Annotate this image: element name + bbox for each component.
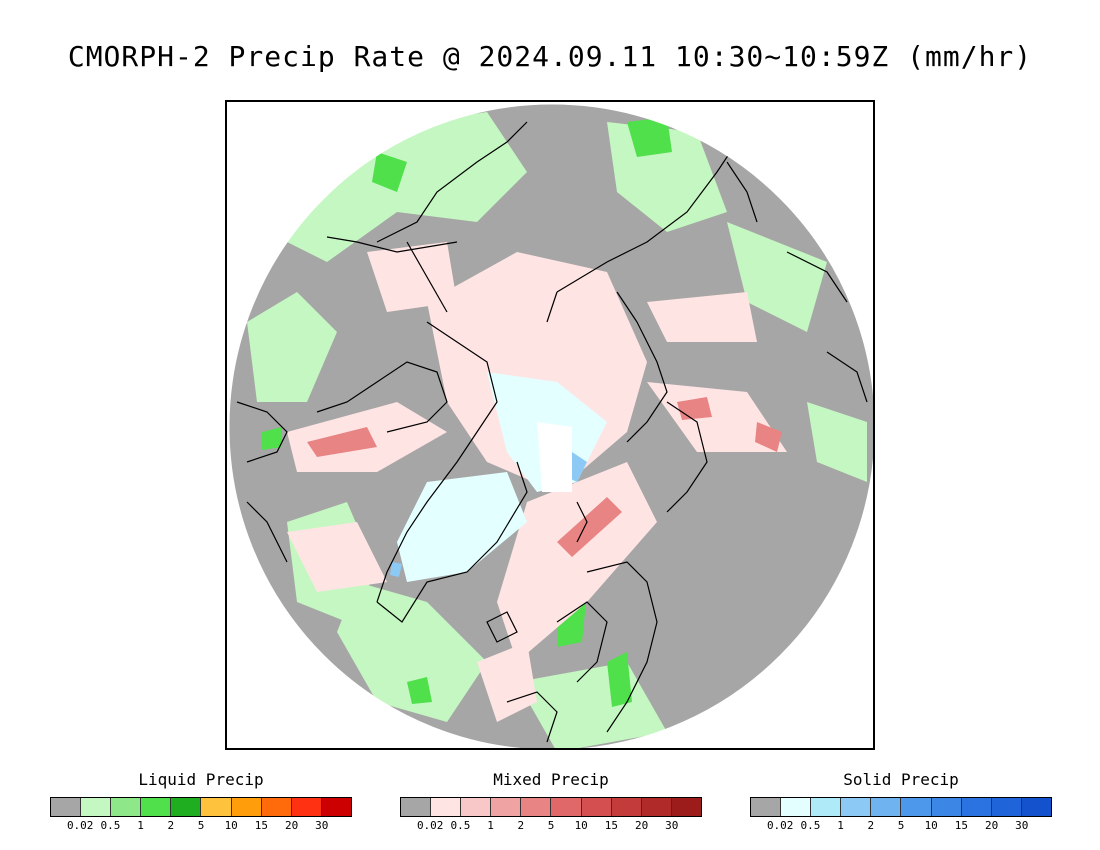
- mixed-moderate-areas: [307, 397, 782, 557]
- legend-solid: Solid Precip 0.02 0.5 1 2 5 10 15 20 30: [750, 770, 1052, 835]
- legend-swatch: [491, 798, 522, 816]
- legend-swatch: [111, 798, 142, 816]
- pole-no-data: [537, 422, 572, 492]
- legend-tick-label: 2: [867, 819, 875, 832]
- legend-tick-label: 5: [897, 819, 905, 832]
- precip-field: [229, 104, 873, 748]
- legend-tick-label: 30: [665, 819, 679, 832]
- legend-tick-label: 20: [634, 819, 649, 832]
- legend-swatch: [781, 798, 812, 816]
- legend-swatch: [141, 798, 172, 816]
- legend-tick-label: 10: [924, 819, 938, 832]
- legend-tick-label: 0.5: [450, 819, 471, 832]
- legend-swatch: [291, 798, 322, 816]
- legend-swatch: [1021, 798, 1051, 816]
- legend-swatch: [81, 798, 112, 816]
- legend-tick-label: 15: [604, 819, 619, 832]
- legend-swatch: [171, 798, 202, 816]
- legend-swatch: [871, 798, 902, 816]
- legend-solid-ticks: 0.02 0.5 1 2 5 10 15 20 30: [750, 819, 1052, 835]
- coastlines: [236, 121, 868, 743]
- legend-tick-label: 1: [137, 819, 144, 832]
- legend-mixed-label: Mixed Precip: [493, 770, 609, 789]
- legend-swatch: [751, 798, 782, 816]
- legend-liquid-label: Liquid Precip: [138, 770, 264, 789]
- legend-swatch: [961, 798, 992, 816]
- legend-swatch: [811, 798, 842, 816]
- legend-tick-label: 5: [197, 819, 205, 832]
- legend-tick-label: 10: [224, 819, 238, 832]
- legend-swatch: [521, 798, 552, 816]
- legend-liquid-ticks: 0.02 0.5 1 2 5 10 15 20 30: [50, 819, 352, 835]
- legend-tick-label: 0.5: [800, 819, 821, 832]
- legend-swatch: [461, 798, 492, 816]
- map-disk-edge: [228, 103, 873, 748]
- legend-swatch: [611, 798, 642, 816]
- legend-swatch: [261, 798, 292, 816]
- legend-tick-label: 0.02: [66, 819, 94, 832]
- legend-tick-label: 1: [837, 819, 844, 832]
- legend-solid-colorbar: [750, 797, 1052, 817]
- legend-tick-label: 1: [487, 819, 494, 832]
- legend-swatch: [841, 798, 872, 816]
- legend-swatch: [321, 798, 351, 816]
- legend-tick-label: 0.02: [416, 819, 444, 832]
- legend-tick-label: 2: [167, 819, 175, 832]
- legend-swatch: [431, 798, 462, 816]
- legend-tick-label: 0.5: [100, 819, 121, 832]
- legend-swatch: [551, 798, 582, 816]
- legend-swatch: [581, 798, 612, 816]
- legend-tick-label: 0.02: [766, 819, 794, 832]
- legend-tick-label: 2: [517, 819, 525, 832]
- legend-tick-label: 10: [574, 819, 588, 832]
- legend-solid-label: Solid Precip: [843, 770, 959, 789]
- legend-swatch: [201, 798, 232, 816]
- map-svg: [228, 103, 873, 748]
- legend-tick-label: 5: [547, 819, 555, 832]
- legend-tick-label: 20: [984, 819, 999, 832]
- legend-swatch: [231, 798, 262, 816]
- legend-swatch: [901, 798, 932, 816]
- legend-swatch: [671, 798, 701, 816]
- legend-mixed: Mixed Precip 0.02 0.5 1 2 5 10 15 20 30: [400, 770, 702, 835]
- legend-tick-label: 15: [254, 819, 269, 832]
- page-title: CMORPH-2 Precip Rate @ 2024.09.11 10:30~…: [67, 40, 1033, 73]
- legend-liquid: Liquid Precip 0.02 0.5 1 2 5 10 15 20 30: [50, 770, 352, 835]
- polar-precip-map: [225, 100, 875, 750]
- legend-tick-label: 30: [1015, 819, 1029, 832]
- legend-swatch: [401, 798, 432, 816]
- legend-tick-label: 30: [315, 819, 329, 832]
- legend-mixed-colorbar: [400, 797, 702, 817]
- legend-swatch: [931, 798, 962, 816]
- legend-mixed-ticks: 0.02 0.5 1 2 5 10 15 20 30: [400, 819, 702, 835]
- legend-swatch: [991, 798, 1022, 816]
- legend-swatch: [51, 798, 82, 816]
- legend-tick-label: 15: [954, 819, 969, 832]
- legend-liquid-colorbar: [50, 797, 352, 817]
- legend-swatch: [641, 798, 672, 816]
- legend-tick-label: 20: [284, 819, 299, 832]
